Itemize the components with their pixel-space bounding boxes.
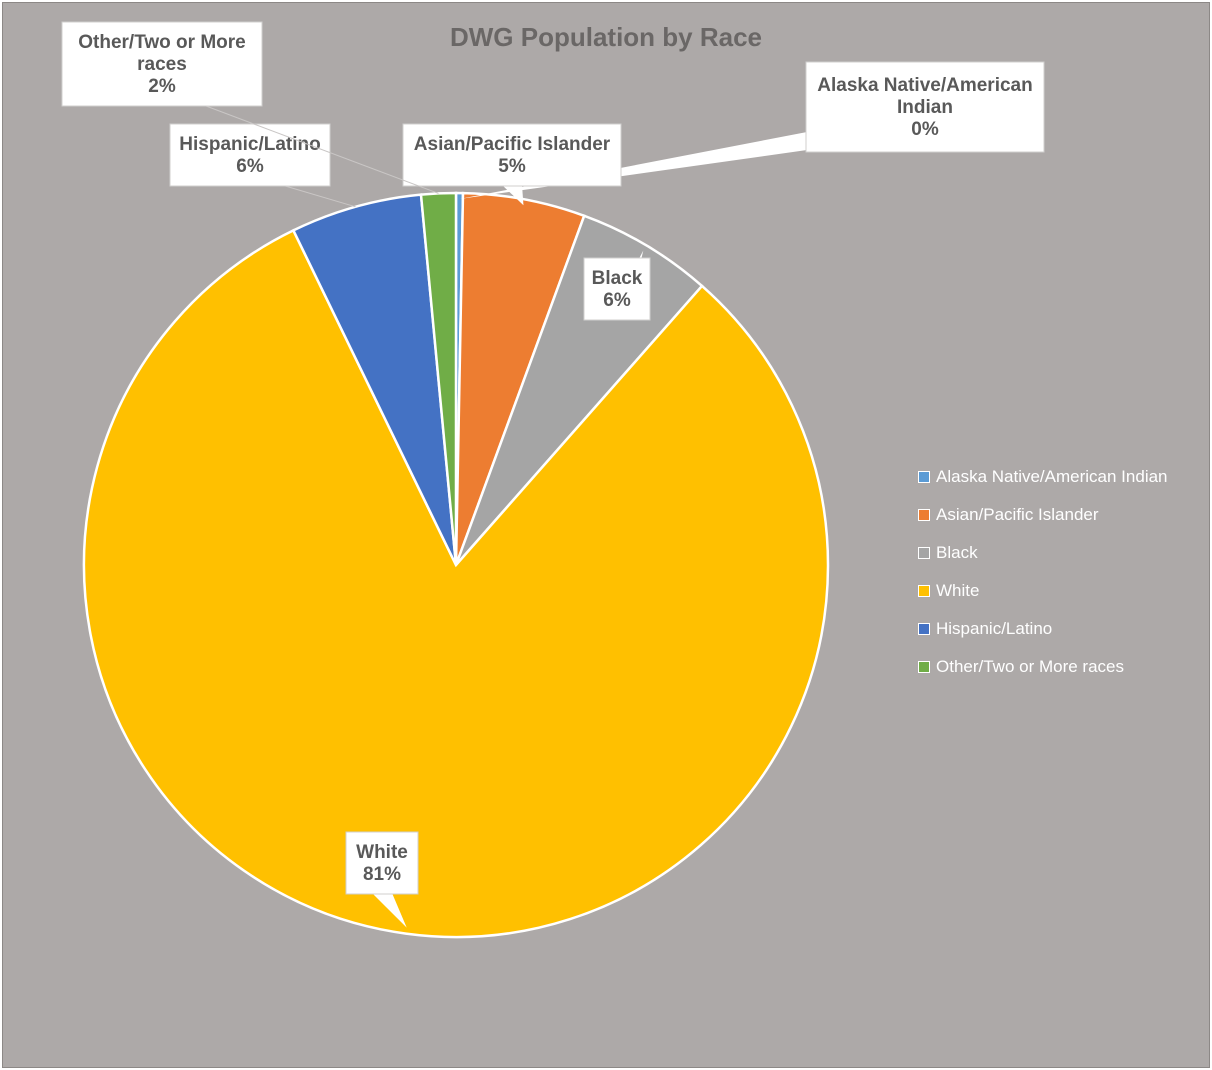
legend-item-white: White xyxy=(918,572,1168,610)
callout-pointer-white xyxy=(372,893,407,928)
legend-item-alaska-native-american-indian: Alaska Native/American Indian xyxy=(918,458,1168,496)
data-label-category-other-two-or-more-races: Other/Two or More xyxy=(78,32,245,53)
legend-label: Other/Two or More races xyxy=(936,657,1125,676)
callout-box-asian-pacific-islander xyxy=(402,123,622,187)
pie-slice-other-two-or-more-races xyxy=(419,191,458,566)
legend-label: Asian/Pacific Islander xyxy=(936,505,1099,524)
data-label-pct-black: 6% xyxy=(603,290,631,311)
callout-pointer-asian-pacific-islander xyxy=(502,185,524,206)
legend-item-hispanic-latino: Hispanic/Latino xyxy=(918,610,1168,648)
legend-swatch xyxy=(918,623,930,635)
legend-item-asian-pacific-islander: Asian/Pacific Islander xyxy=(918,496,1168,534)
legend-swatch xyxy=(918,509,930,521)
data-label-category-other-two-or-more-races: races xyxy=(137,54,187,75)
callout-box-white xyxy=(345,831,419,895)
legend-item-other-two-or-more-races: Other/Two or More races xyxy=(918,648,1168,686)
data-label-category-hispanic-latino: Hispanic/Latino xyxy=(179,134,320,155)
data-label-category-black: Black xyxy=(592,268,643,289)
pie-slices xyxy=(82,191,830,939)
callout-box-black xyxy=(583,257,651,321)
legend-label: Alaska Native/American Indian xyxy=(936,467,1168,486)
legend: Alaska Native/American Indian Asian/Pacif… xyxy=(918,458,1168,686)
legend-swatch xyxy=(918,547,930,559)
legend-label: Black xyxy=(936,543,978,562)
legend-label: White xyxy=(936,581,980,600)
data-label-category-alaska-native-american-indian: Alaska Native/American xyxy=(817,75,1032,96)
data-label-pct-other-two-or-more-races: 2% xyxy=(148,76,176,97)
legend-swatch xyxy=(918,585,930,597)
legend-swatch xyxy=(918,471,930,483)
legend-swatch xyxy=(918,661,930,673)
legend-label: Hispanic/Latino xyxy=(936,619,1053,638)
data-label-category-asian-pacific-islander: Asian/Pacific Islander xyxy=(414,134,611,155)
pie-slice-hispanic-latino xyxy=(291,193,458,566)
leader-line-other-two-or-more-races xyxy=(205,105,439,194)
data-label-pct-asian-pacific-islander: 5% xyxy=(498,156,526,177)
pie-slice-white xyxy=(82,228,830,939)
data-label-pct-alaska-native-american-indian: 0% xyxy=(911,119,939,140)
callout-box-other-two-or-more-races xyxy=(61,21,263,107)
callout-box-alaska-native-american-indian xyxy=(805,61,1045,153)
data-label-category-white: White xyxy=(356,842,408,863)
data-label-category-alaska-native-american-indian: Indian xyxy=(897,97,953,118)
data-label-pct-white: 81% xyxy=(363,864,401,885)
callout-box-hispanic-latino xyxy=(169,123,331,187)
leader-line-hispanic-latino xyxy=(285,185,356,208)
data-label-pct-hispanic-latino: 6% xyxy=(236,156,264,177)
legend-item-black: Black xyxy=(918,534,1168,572)
chart-title: DWG Population by Race xyxy=(449,22,763,52)
